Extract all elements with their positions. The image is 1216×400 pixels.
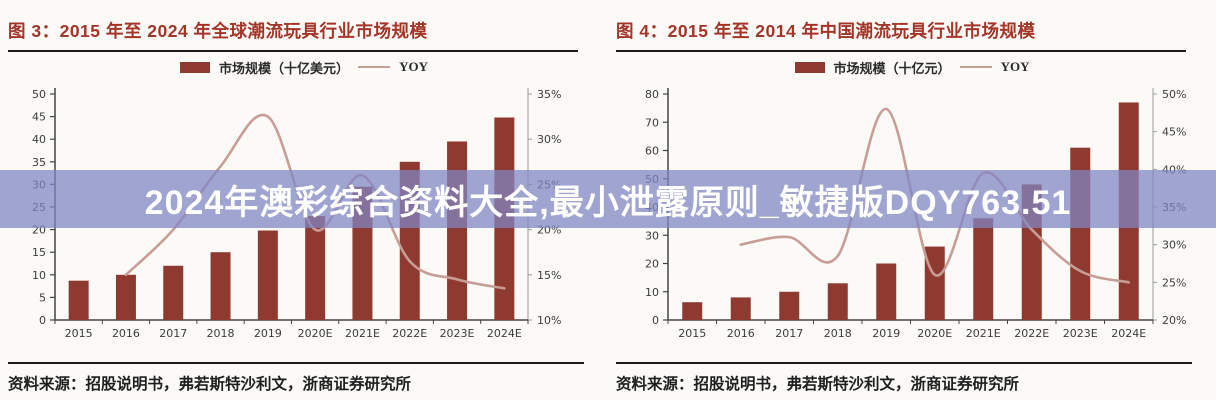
svg-text:10: 10 [32,269,46,282]
data-source-china: 资料来源：招股说明书，弗若斯特沙利文，浙商证券研究所 [616,362,1192,394]
svg-text:70: 70 [645,116,659,129]
svg-text:50: 50 [32,88,46,101]
svg-text:20: 20 [645,258,659,271]
svg-text:2022E: 2022E [392,327,427,340]
svg-text:30: 30 [645,229,659,242]
svg-text:30%: 30% [537,133,561,146]
market-size-legend-label: 市场规模（十亿元） [833,60,951,76]
svg-text:10%: 10% [537,314,561,327]
yoy-legend-label: YOY [1000,59,1030,74]
watermark-banner: 2024年澳彩综合资料大全,最小泄露原则_敏捷版DQY763.51 [0,170,1216,228]
svg-text:10: 10 [645,286,659,299]
svg-text:2024E: 2024E [1111,327,1146,340]
svg-text:15%: 15% [537,269,561,282]
svg-text:45%: 45% [1162,126,1186,139]
svg-text:2018: 2018 [207,327,235,340]
svg-text:5: 5 [39,291,46,304]
data-source-global: 资料来源：招股说明书，弗若斯特沙利文，浙商证券研究所 [8,362,584,394]
svg-text:2016: 2016 [112,327,140,340]
svg-text:2020E: 2020E [298,327,333,340]
svg-text:2017: 2017 [159,327,187,340]
source-text: 招股说明书，弗若斯特沙利文，浙商证券研究所 [85,376,412,393]
market-size-legend-swatch [794,61,825,73]
svg-text:20%: 20% [1162,314,1186,327]
chart-title-global: 图 3：2015 年至 2024 年全球潮流玩具行业市场规模 [8,18,578,52]
svg-text:50%: 50% [1162,88,1186,101]
svg-text:15: 15 [32,246,46,259]
chart-title-china: 图 4：2015 年至 2014 年中国潮流玩具行业市场规模 [616,18,1186,52]
svg-text:2017: 2017 [775,327,803,340]
market-size-legend-swatch [180,61,211,73]
svg-text:2021E: 2021E [966,327,1001,340]
svg-text:45: 45 [32,111,46,124]
yoy-legend-line-swatch [959,66,992,68]
svg-text:2024E: 2024E [487,327,522,340]
svg-text:2018: 2018 [824,327,852,340]
svg-text:35%: 35% [537,88,561,101]
market-size-legend-label: 市场规模（十亿美元） [219,60,350,76]
source-label: 资料来源： [8,376,86,393]
svg-text:2015: 2015 [65,327,93,340]
chart-legend-china: 市场规模（十亿元） YOY [608,56,1216,78]
svg-text:2023E: 2023E [440,327,475,340]
yoy-legend-label: YOY [399,59,428,74]
svg-text:80: 80 [645,88,659,101]
svg-text:2020E: 2020E [917,327,952,340]
svg-text:2019: 2019 [254,327,282,340]
svg-text:25%: 25% [1162,276,1186,289]
svg-text:2016: 2016 [727,327,755,340]
svg-text:2023E: 2023E [1063,327,1098,340]
svg-text:2019: 2019 [872,327,900,340]
svg-text:35: 35 [32,156,46,169]
svg-text:0: 0 [39,314,46,327]
svg-text:40: 40 [32,133,46,146]
source-text: 招股说明书，弗若斯特沙利文，浙商证券研究所 [693,376,1020,393]
svg-text:60: 60 [645,145,659,158]
svg-text:0: 0 [652,314,659,327]
svg-text:30%: 30% [1162,239,1186,252]
source-label: 资料来源： [616,376,694,393]
svg-text:2021E: 2021E [345,327,380,340]
chart-legend-global: 市场规模（十亿美元） YOY [0,56,608,78]
watermark-banner-text: 2024年澳彩综合资料大全,最小泄露原则_敏捷版DQY763.51 [144,183,1072,222]
svg-text:2022E: 2022E [1014,327,1049,340]
yoy-legend-line-swatch [358,66,391,68]
svg-text:2015: 2015 [678,327,706,340]
